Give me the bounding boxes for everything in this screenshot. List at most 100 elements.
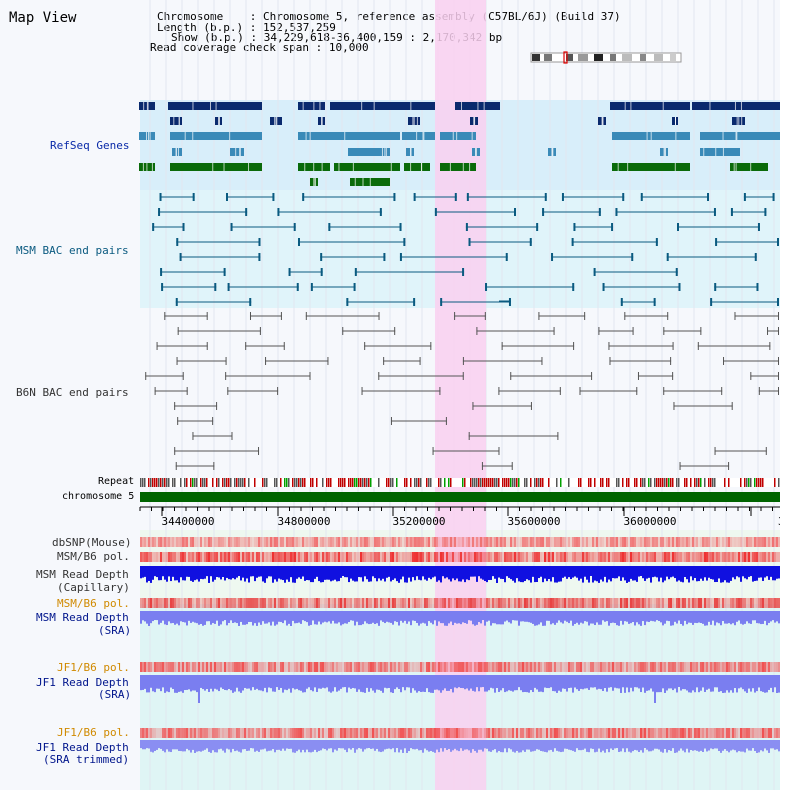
repeat-mark (608, 478, 610, 487)
jf1-b6-pol2-mark (606, 728, 608, 738)
jf1-b6-pol-mark (484, 662, 486, 672)
track-label-b6n-bac[interactable]: B6N BAC end pairs (16, 386, 129, 399)
jf1-b6-pol-mark (520, 662, 522, 672)
b6n-bac-end (394, 327, 396, 335)
msm-b6-pol2-mark (604, 598, 606, 608)
msm-b6-pol-mark (774, 552, 776, 562)
msm-b6-pol-mark (388, 552, 390, 562)
jf1-b6-pol-mark (158, 662, 160, 672)
jf1-trim-bar (512, 740, 514, 752)
msm-bac-end (399, 253, 402, 261)
jf1-depth-bar (336, 675, 338, 692)
msm-depth-cap-bar (684, 566, 686, 578)
msm-b6-pol2-mark (530, 598, 532, 608)
dbsnp-mark (164, 537, 166, 547)
msm-depth-cap-bar (206, 566, 208, 577)
b6n-bac-end (145, 372, 147, 380)
msm-depth-sra-bar (250, 611, 252, 622)
msm-depth-cap-bar (568, 566, 570, 578)
jf1-b6-pol2-mark (210, 728, 212, 738)
msm-b6-pol-mark (226, 552, 228, 562)
jf1-b6-pol2-mark (308, 728, 310, 738)
msm-depth-cap-bar (408, 566, 410, 578)
jf1-trim-bar (336, 740, 338, 751)
msm-depth-sra-bar (164, 611, 166, 625)
msm-depth-sra-bar (604, 611, 606, 622)
dbsnp-mark (422, 537, 424, 547)
msm-b6-pol2-mark (542, 598, 544, 608)
jf1-trim-bar (298, 740, 300, 750)
jf1-b6-pol2-mark (610, 728, 612, 738)
jf1-b6-pol2-mark (374, 728, 376, 738)
msm-depth-cap-bar (168, 566, 170, 577)
msm-b6-pol2-mark (566, 598, 568, 608)
track-label-chromosome[interactable]: chromosome 5 (62, 491, 135, 502)
jf1-trim-bar (582, 740, 584, 750)
chromosome-ideogram[interactable] (530, 51, 686, 65)
msm-depth-cap-bar (344, 566, 346, 578)
jf1-depth-bar (186, 675, 188, 690)
jf1-b6-pol-mark (632, 662, 634, 672)
msm-b6-pol2-mark (166, 598, 168, 608)
gene-intron-tick (314, 178, 316, 186)
msm-depth-sra-bar (632, 611, 634, 623)
msm-b6-pol2-mark (428, 598, 430, 608)
msm-bac-end (277, 208, 280, 216)
jf1-b6-pol2-mark (466, 728, 468, 738)
track-label-msm-depth-sra[interactable]: MSM Read Depth (36, 611, 129, 624)
dbsnp-mark (352, 537, 354, 547)
jf1-b6-pol-mark (686, 662, 688, 672)
track-label-jf1-depth[interactable]: JF1 Read Depth (36, 676, 129, 689)
dbsnp-mark (568, 537, 570, 547)
jf1-b6-pol-mark (266, 662, 268, 672)
jf1-trim-bar (262, 740, 264, 750)
dbsnp-mark (362, 537, 364, 547)
dbsnp-mark (206, 537, 208, 547)
track-label-jf1-b6-pol-2[interactable]: JF1/B6 pol. (57, 726, 130, 739)
jf1-b6-pol-mark (322, 662, 324, 672)
dbsnp-mark (378, 537, 380, 547)
jf1-depth-bar (456, 675, 458, 689)
jf1-b6-pol2-mark (142, 728, 144, 738)
track-label-repeat[interactable]: Repeat (98, 476, 135, 487)
track-label-jf1-b6-pol-1[interactable]: JF1/B6 pol. (57, 661, 130, 674)
track-label-jf1-trim[interactable]: JF1 Read Depth (36, 741, 129, 754)
jf1-b6-pol-mark (446, 662, 448, 672)
gene-intron-tick (410, 148, 412, 156)
track-label-refseq[interactable]: RefSeq Genes (50, 139, 130, 152)
jf1-b6-pol2-mark (260, 728, 262, 738)
track-label-msm-bac[interactable]: MSM BAC end pairs (16, 244, 129, 257)
jf1-b6-pol2-mark (290, 728, 292, 738)
dbsnp-mark (304, 537, 306, 547)
jf1-trim-bar (694, 740, 696, 751)
msm-b6-pol2-mark (290, 598, 292, 608)
msm-depth-cap-bar (316, 566, 318, 577)
jf1-b6-pol-mark (376, 662, 378, 672)
msm-b6-pol-mark (430, 552, 432, 562)
gene-intron-tick (452, 132, 454, 140)
msm-depth-sra-bar (480, 611, 482, 624)
msm-depth-cap-bar (162, 566, 164, 577)
msm-depth-cap-bar (318, 566, 320, 582)
jf1-b6-pol2-mark (760, 728, 762, 738)
msm-depth-cap-bar (310, 566, 312, 583)
dbsnp-mark (552, 537, 554, 547)
jf1-depth-bar (748, 675, 750, 689)
dbsnp-mark (494, 537, 496, 547)
jf1-b6-pol-mark (486, 662, 488, 672)
jf1-trim-bar (572, 740, 574, 751)
jf1-depth-bar (584, 675, 586, 689)
msm-b6-pol2-mark (536, 598, 538, 608)
track-label-msm-b6-pol-2[interactable]: MSM/B6 pol. (57, 597, 130, 610)
b6n-bac-end (156, 342, 158, 350)
msm-b6-pol2-mark (576, 598, 578, 608)
msm-b6-pol2-mark (768, 598, 770, 608)
track-label-msm-b6-pol-1[interactable]: MSM/B6 pol. (57, 550, 130, 563)
b6n-bac-end (510, 372, 512, 380)
track-label-dbsnp[interactable]: dbSNP(Mouse) (52, 536, 132, 549)
msm-depth-cap-bar (250, 566, 252, 577)
jf1-trim-bar (700, 740, 702, 751)
track-label-msm-depth-cap[interactable]: MSM Read Depth (36, 568, 129, 581)
msm-b6-pol2-mark (234, 598, 236, 608)
